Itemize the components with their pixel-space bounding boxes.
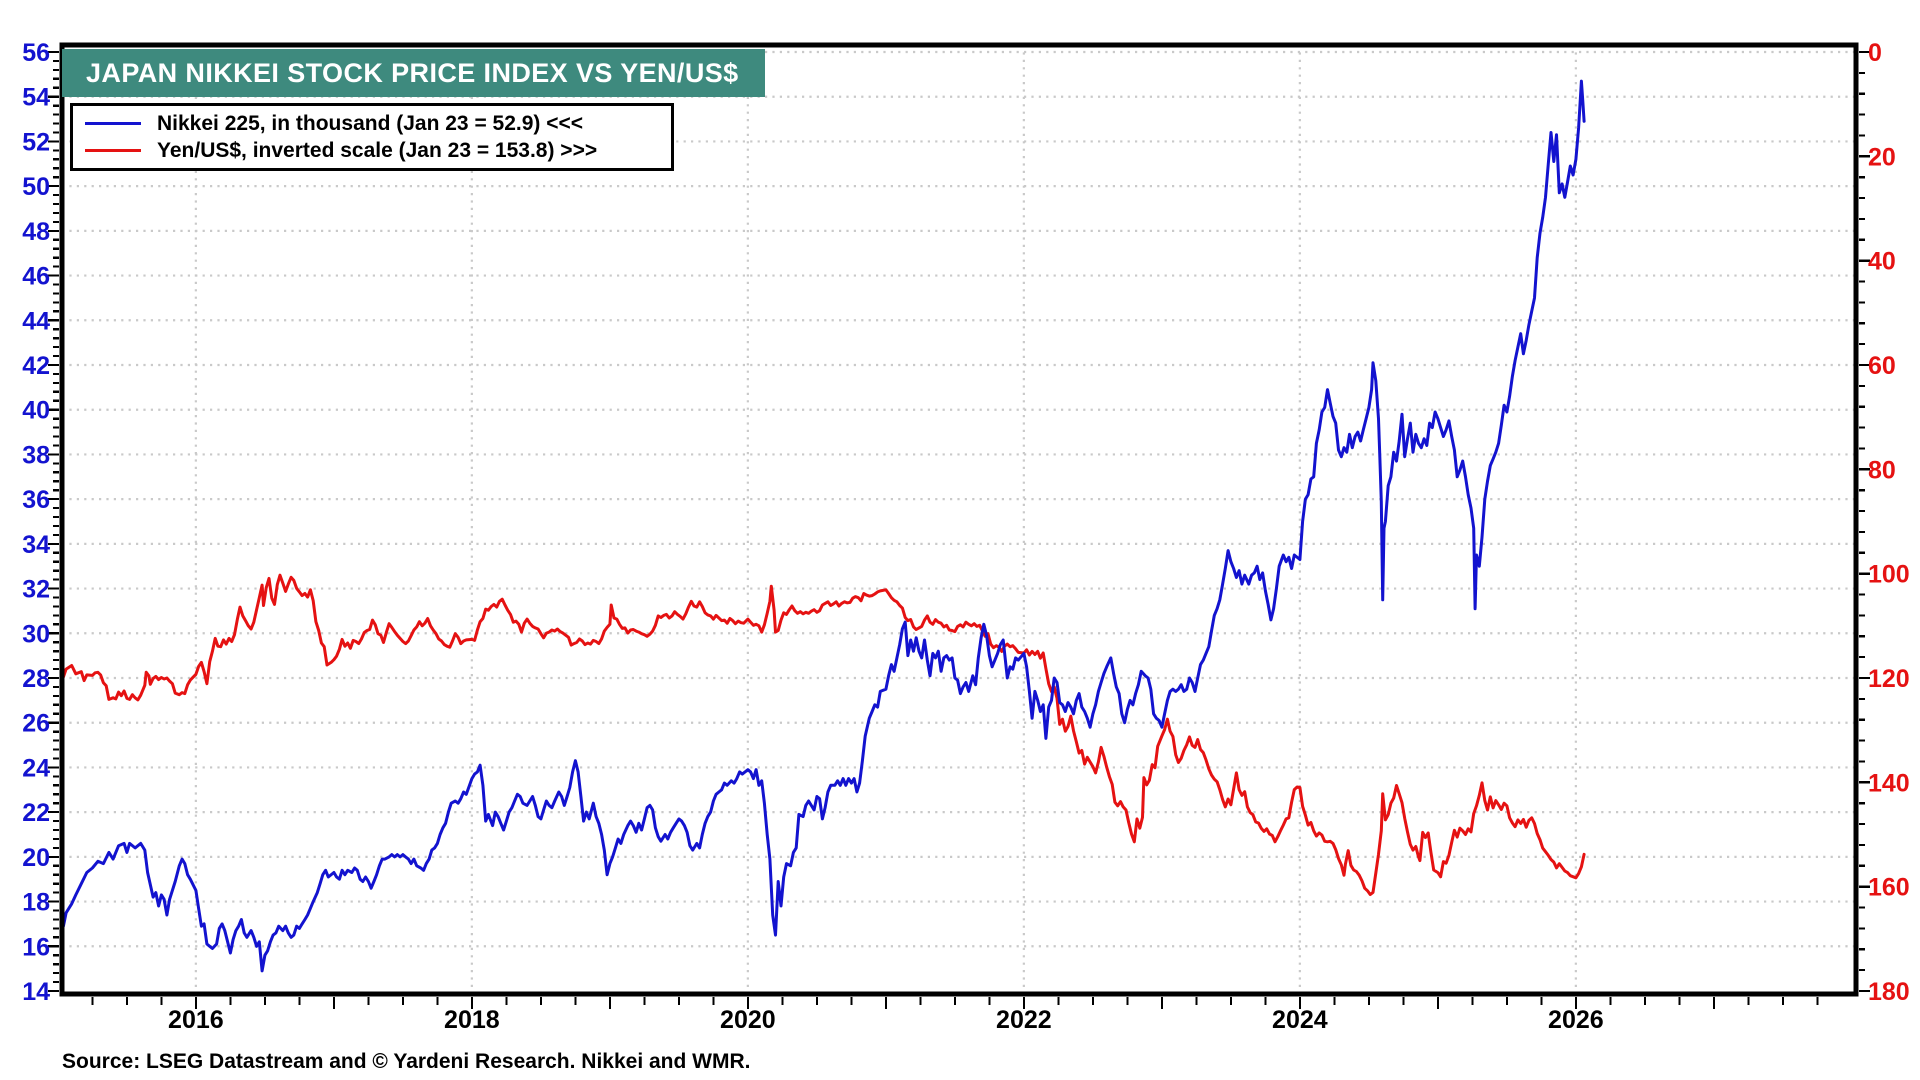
left-axis-tick-label: 32 xyxy=(22,576,50,604)
legend-item-nikkei: Nikkei 225, in thousand (Jan 23 = 52.9) … xyxy=(85,110,671,137)
left-axis-tick-label: 40 xyxy=(22,397,50,425)
right-axis-tick-label: 0 xyxy=(1868,39,1882,67)
left-axis-tick-label: 44 xyxy=(22,307,50,335)
left-axis-tick-label: 46 xyxy=(22,263,50,291)
right-axis-tick-label: 160 xyxy=(1868,874,1910,902)
x-axis-tick-label: 2026 xyxy=(1548,1006,1604,1034)
left-axis-tick-label: 56 xyxy=(22,39,50,67)
nikkei-line-swatch xyxy=(85,122,141,125)
left-axis-tick-label: 30 xyxy=(22,620,50,648)
chart-title-box: JAPAN NIKKEI STOCK PRICE INDEX VS YEN/US… xyxy=(62,49,765,97)
left-axis-tick-label: 54 xyxy=(22,84,50,112)
left-axis-tick-label: 18 xyxy=(22,889,50,917)
left-axis-tick-label: 14 xyxy=(22,978,50,1006)
axis-ticks xyxy=(48,50,1870,1009)
gridlines xyxy=(62,45,1856,994)
left-axis-tick-label: 16 xyxy=(22,933,50,961)
right-axis-tick-label: 60 xyxy=(1868,352,1896,380)
x-axis-tick-label: 2016 xyxy=(168,1006,224,1034)
yen-line-swatch xyxy=(85,149,141,152)
left-axis-tick-label: 34 xyxy=(22,531,50,559)
left-axis-tick-label: 20 xyxy=(22,844,50,872)
legend-label-yen: Yen/US$, inverted scale (Jan 23 = 153.8)… xyxy=(157,138,598,162)
nikkei-line xyxy=(61,79,1586,973)
left-axis-tick-label: 50 xyxy=(22,173,50,201)
left-axis-tick-label: 36 xyxy=(22,486,50,514)
chart-title: JAPAN NIKKEI STOCK PRICE INDEX VS YEN/US… xyxy=(86,57,739,88)
legend: Nikkei 225, in thousand (Jan 23 = 52.9) … xyxy=(70,103,674,171)
legend-item-yen: Yen/US$, inverted scale (Jan 23 = 153.8)… xyxy=(85,137,671,164)
legend-label-nikkei: Nikkei 225, in thousand (Jan 23 = 52.9) … xyxy=(157,111,584,135)
plot-frame xyxy=(59,42,1859,997)
right-axis-tick-label: 40 xyxy=(1868,248,1896,276)
left-axis-tick-label: 24 xyxy=(22,754,50,782)
x-axis-tick-label: 2018 xyxy=(444,1006,500,1034)
left-axis-tick-label: 42 xyxy=(22,352,50,380)
x-axis-tick-label: 2024 xyxy=(1272,1006,1328,1034)
right-axis-tick-label: 120 xyxy=(1868,665,1910,693)
left-axis-tick-label: 28 xyxy=(22,665,50,693)
left-axis-tick-label: 48 xyxy=(22,218,50,246)
left-axis-tick-label: 22 xyxy=(22,799,50,827)
left-axis-tick-label: 26 xyxy=(22,710,50,738)
x-axis-tick-label: 2020 xyxy=(720,1006,776,1034)
right-axis-tick-label: 140 xyxy=(1868,769,1910,797)
left-axis-tick-label: 38 xyxy=(22,441,50,469)
left-axis-tick-label: 52 xyxy=(22,128,50,156)
yen-line xyxy=(61,573,1586,896)
right-axis-tick-label: 100 xyxy=(1868,561,1910,589)
x-axis-tick-label: 2022 xyxy=(996,1006,1052,1034)
right-axis-tick-label: 80 xyxy=(1868,456,1896,484)
source-note: Source: LSEG Datastream and © Yardeni Re… xyxy=(62,1050,751,1073)
right-axis-tick-label: 180 xyxy=(1868,978,1910,1006)
right-axis-tick-label: 20 xyxy=(1868,143,1896,171)
